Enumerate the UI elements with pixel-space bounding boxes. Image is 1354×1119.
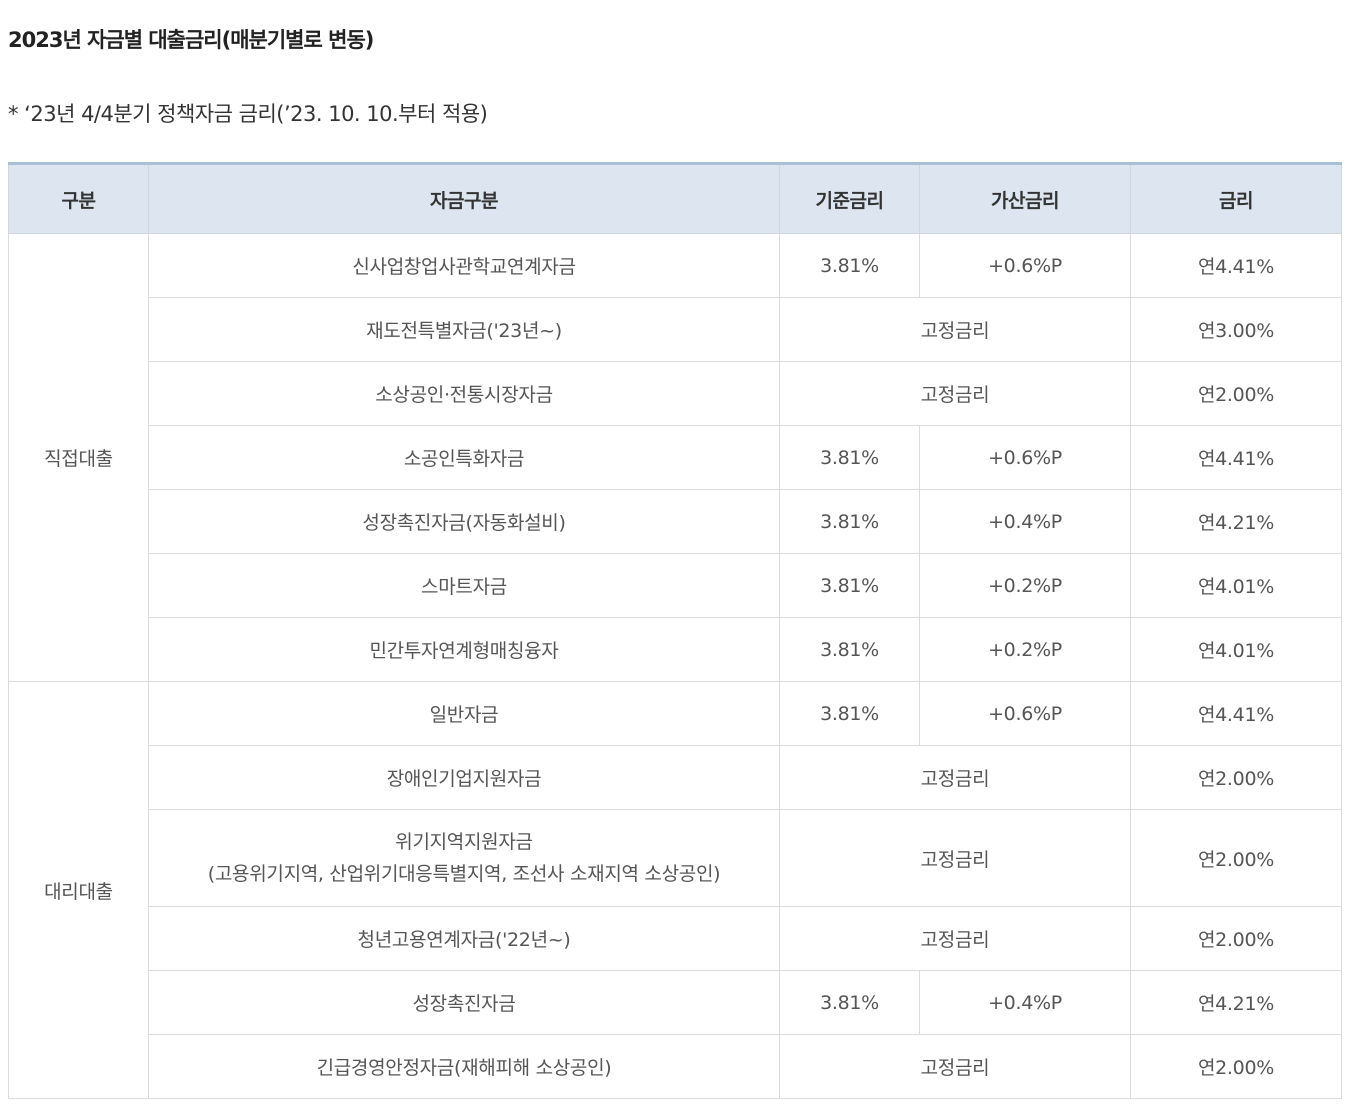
header-fund-type: 자금구분 (148, 163, 780, 234)
loan-rate: 연2.00% (1130, 361, 1342, 426)
loan-rate: 연2.00% (1130, 745, 1342, 810)
table-row: 대리대출 일반자금 3.81% +0.6%P 연4.41% (8, 681, 1342, 1099)
fund-name: 청년고용연계자금('22년~) (148, 906, 780, 971)
loan-rate: 연4.01% (1130, 617, 1342, 682)
loan-rate: 연4.41% (1130, 425, 1342, 490)
loan-rate: 연4.41% (1130, 233, 1342, 298)
header-added-rate: 가산금리 (919, 163, 1131, 234)
loan-rate: 연3.00% (1130, 297, 1342, 362)
fixed-rate-label: 고정금리 (779, 906, 1131, 971)
added-rate: +0.6%P (919, 681, 1131, 746)
table-row: 스마트자금 3.81% +0.2%P 연4.01% (9, 553, 1342, 618)
header-rate: 금리 (1130, 163, 1342, 234)
category-cell: 직접대출 (8, 233, 149, 682)
loan-rate: 연4.01% (1130, 553, 1342, 618)
table-row: 장애인기업지원자금 고정금리 연2.00% (9, 745, 1342, 810)
added-rate: +0.4%P (919, 489, 1131, 554)
fund-name: 소공인특화자금 (148, 425, 780, 490)
fund-name: 장애인기업지원자금 (148, 745, 780, 810)
fund-name: 소상공인·전통시장자금 (148, 361, 780, 426)
rate-notice: * ‘23년 4/4분기 정책자금 금리(’23. 10. 10.부터 적용) (8, 102, 488, 126)
fixed-rate-label: 고정금리 (779, 809, 1131, 907)
page-title: 2023년 자금별 대출금리(매분기별로 변동) (8, 28, 374, 52)
loan-rate: 연4.41% (1130, 681, 1342, 746)
loan-rate: 연2.00% (1130, 1034, 1342, 1099)
table-row: 소공인특화자금 3.81% +0.6%P 연4.41% (9, 425, 1342, 490)
fund-name: 긴급경영안정자금(재해피해 소상공인) (148, 1034, 780, 1099)
added-rate: +0.4%P (919, 970, 1131, 1035)
fund-name: 성장촉진자금 (148, 970, 780, 1035)
table-header-row: 구분 자금구분 기준금리 가산금리 금리 (8, 163, 1342, 234)
fixed-rate-label: 고정금리 (779, 745, 1131, 810)
base-rate: 3.81% (779, 233, 920, 298)
fund-name: 민간투자연계형매칭융자 (148, 617, 780, 682)
fund-name-main: 위기지역지원자금 (395, 831, 533, 853)
table-row: 청년고용연계자금('22년~) 고정금리 연2.00% (9, 906, 1342, 971)
loan-rate: 연2.00% (1130, 906, 1342, 971)
base-rate: 3.81% (779, 681, 920, 746)
added-rate: +0.2%P (919, 617, 1131, 682)
category-cell: 대리대출 (8, 681, 149, 1099)
fund-name-detail: (고용위기지역, 산업위기대응특별지역, 조선사 소재지역 소상공인) (207, 863, 721, 885)
fixed-rate-label: 고정금리 (779, 361, 1131, 426)
header-category: 구분 (8, 163, 149, 234)
fund-name: 성장촉진자금(자동화설비) (148, 489, 780, 554)
base-rate: 3.81% (779, 489, 920, 554)
fund-name: 일반자금 (148, 681, 780, 746)
loan-rate: 연2.00% (1130, 809, 1342, 907)
base-rate: 3.81% (779, 617, 920, 682)
fund-name: 신사업창업사관학교연계자금 (148, 233, 780, 298)
table-row: 위기지역지원자금 (고용위기지역, 산업위기대응특별지역, 조선사 소재지역 소… (9, 809, 1342, 907)
base-rate: 3.81% (779, 970, 920, 1035)
table-row: 직접대출 신사업창업사관학교연계자금 3.81% +0.6%P 연4.41% (8, 233, 1342, 682)
fund-name: 재도전특별자금('23년~) (148, 297, 780, 362)
table-row: 소상공인·전통시장자금 고정금리 연2.00% (9, 361, 1342, 426)
added-rate: +0.6%P (919, 425, 1131, 490)
table-row: 성장촉진자금(자동화설비) 3.81% +0.4%P 연4.21% (9, 489, 1342, 554)
table-row: 성장촉진자금 3.81% +0.4%P 연4.21% (9, 970, 1342, 1035)
fixed-rate-label: 고정금리 (779, 297, 1131, 362)
added-rate: +0.6%P (919, 233, 1131, 298)
fixed-rate-label: 고정금리 (779, 1034, 1131, 1099)
table-row: 민간투자연계형매칭융자 3.81% +0.2%P 연4.01% (9, 617, 1342, 682)
base-rate: 3.81% (779, 425, 920, 490)
added-rate: +0.2%P (919, 553, 1131, 618)
loan-rate: 연4.21% (1130, 489, 1342, 554)
fund-name: 위기지역지원자금 (고용위기지역, 산업위기대응특별지역, 조선사 소재지역 소… (148, 809, 780, 907)
header-base-rate: 기준금리 (779, 163, 920, 234)
loan-rate-table: 구분 자금구분 기준금리 가산금리 금리 직접대출 신사업창업사관학교연계자금 … (8, 162, 1342, 1099)
table-row: 재도전특별자금('23년~) 고정금리 연3.00% (9, 297, 1342, 362)
base-rate: 3.81% (779, 553, 920, 618)
loan-rate: 연4.21% (1130, 970, 1342, 1035)
fund-name: 스마트자금 (148, 553, 780, 618)
table-row: 긴급경영안정자금(재해피해 소상공인) 고정금리 연2.00% (9, 1034, 1342, 1099)
